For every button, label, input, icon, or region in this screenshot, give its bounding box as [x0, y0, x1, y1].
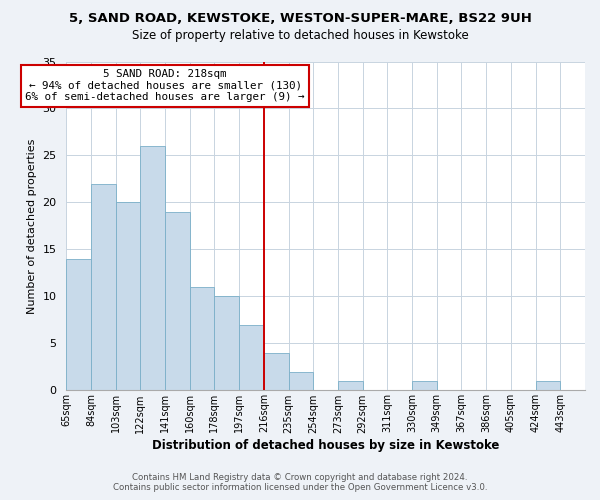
X-axis label: Distribution of detached houses by size in Kewstoke: Distribution of detached houses by size …: [152, 440, 499, 452]
Bar: [91, 184, 116, 390]
Bar: [412, 381, 437, 390]
Bar: [66, 259, 91, 390]
Text: Size of property relative to detached houses in Kewstoke: Size of property relative to detached ho…: [131, 29, 469, 42]
Bar: [190, 287, 214, 391]
Bar: [140, 146, 165, 390]
Bar: [165, 212, 190, 390]
Text: 5, SAND ROAD, KEWSTOKE, WESTON-SUPER-MARE, BS22 9UH: 5, SAND ROAD, KEWSTOKE, WESTON-SUPER-MAR…: [68, 12, 532, 26]
Y-axis label: Number of detached properties: Number of detached properties: [27, 138, 37, 314]
Bar: [116, 202, 140, 390]
Text: Contains HM Land Registry data © Crown copyright and database right 2024.
Contai: Contains HM Land Registry data © Crown c…: [113, 473, 487, 492]
Bar: [214, 296, 239, 390]
Bar: [536, 381, 560, 390]
Bar: [264, 353, 289, 391]
Text: 5 SAND ROAD: 218sqm  
← 94% of detached houses are smaller (130)
6% of semi-deta: 5 SAND ROAD: 218sqm ← 94% of detached ho…: [25, 69, 305, 102]
Bar: [338, 381, 362, 390]
Bar: [239, 324, 264, 390]
Bar: [289, 372, 313, 390]
